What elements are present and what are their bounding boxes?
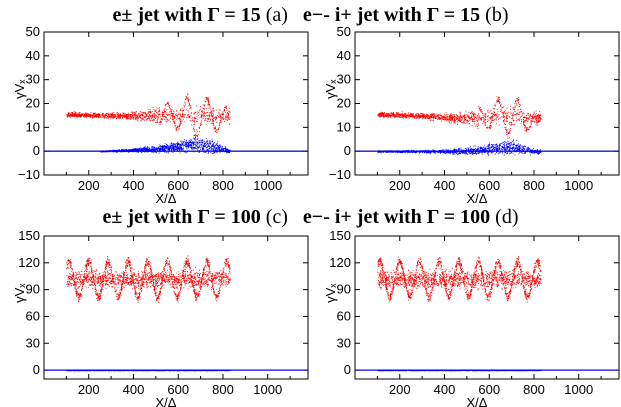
y-tick-label: −10	[329, 167, 351, 182]
x-tick-label: 800	[523, 178, 545, 193]
scatter-points-red	[377, 256, 542, 303]
x-tick-label: 1000	[253, 382, 282, 397]
y-tick-label: 10	[26, 119, 40, 134]
series-red-a	[66, 93, 231, 138]
title-c: e± jet with Γ = 100	[102, 206, 261, 228]
x-tick-label: 800	[523, 382, 545, 397]
x-tick-label: 400	[434, 382, 456, 397]
y-tick-label: 60	[337, 308, 351, 323]
x-tick-label: 600	[478, 178, 500, 193]
x-tick-label: 800	[212, 178, 234, 193]
x-axis-label: X/Δ	[467, 395, 488, 407]
plot-frame-c	[43, 235, 309, 380]
title-a: e± jet with Γ = 15	[112, 4, 261, 26]
y-tick-label: −10	[18, 167, 40, 182]
y-tick-label: 0	[344, 143, 351, 158]
row-title-top: e± jet with Γ = 15 (a) e−- i+ jet with Γ…	[0, 4, 621, 27]
x-tick-label: 600	[167, 178, 189, 193]
x-tick-label: 800	[212, 382, 234, 397]
scatter-points-red	[377, 96, 542, 139]
y-axis-label: γVₓ	[12, 79, 27, 99]
y-tick-label: 30	[337, 72, 351, 87]
y-tick-label: 30	[337, 335, 351, 350]
y-tick-label: 10	[337, 119, 351, 134]
plot-frame-b	[354, 31, 620, 176]
y-axis-label: γVₓ	[12, 283, 27, 303]
series-blue-b	[377, 139, 542, 156]
y-tick-label: 20	[337, 96, 351, 111]
y-tick-label: 120	[18, 255, 40, 270]
x-tick-label: 1000	[564, 382, 593, 397]
series-red-b	[377, 96, 542, 139]
chart-panel-d: 0 30 60 90 120 150 200 400 600 800 1000 X/Δ γVₓ	[323, 228, 620, 407]
y-tick-label: 30	[26, 335, 40, 350]
y-tick-label: 90	[26, 282, 40, 297]
x-tick-label: 200	[389, 178, 411, 193]
panel-tag-b: (b)	[485, 4, 509, 26]
x-axis-label: X/Δ	[467, 191, 488, 206]
scatter-points-blue	[377, 139, 542, 156]
y-tick-label: 50	[26, 24, 40, 39]
plot-frame-a	[43, 31, 309, 176]
x-tick-label: 400	[123, 178, 145, 193]
x-axis-label: X/Δ	[156, 395, 177, 407]
panel-tag-c: (c)	[265, 206, 288, 228]
scatter-points-blue	[100, 135, 231, 154]
x-tick-label: 600	[167, 382, 189, 397]
y-tick-label: 20	[26, 96, 40, 111]
title-d: e−- i+ jet with Γ = 100	[302, 206, 491, 228]
x-axis-label: X/Δ	[156, 191, 177, 206]
y-tick-label: 120	[329, 255, 351, 270]
y-tick-label: 60	[26, 308, 40, 323]
y-tick-label: 30	[26, 72, 40, 87]
x-tick-label: 600	[478, 382, 500, 397]
x-tick-label: 1000	[253, 178, 282, 193]
chart-panel-a: −10 0 10 20 30 40 50 200 400 600 800 1000 X/Δ γVₓ	[12, 24, 309, 206]
y-tick-label: 40	[26, 48, 40, 63]
x-tick-label: 1000	[564, 178, 593, 193]
y-tick-label: 90	[337, 282, 351, 297]
x-tick-label: 400	[434, 178, 456, 193]
x-tick-label: 200	[78, 178, 100, 193]
series-red-c	[66, 255, 231, 303]
scatter-points-red	[66, 93, 231, 138]
x-tick-label: 400	[123, 382, 145, 397]
y-tick-label: 150	[18, 228, 40, 243]
series-blue-a	[100, 135, 231, 154]
plot-frame-d	[354, 235, 620, 380]
row-title-bottom: e± jet with Γ = 100 (c) e−- i+ jet with …	[0, 206, 621, 229]
y-tick-label: 0	[33, 362, 40, 377]
y-axis-label: γVₓ	[323, 79, 338, 99]
title-b: e−- i+ jet with Γ = 15	[302, 4, 481, 26]
y-tick-label: 40	[337, 48, 351, 63]
x-tick-label: 200	[78, 382, 100, 397]
y-tick-label: 50	[337, 24, 351, 39]
panel-tag-d: (d)	[495, 206, 519, 228]
y-tick-label: 0	[33, 143, 40, 158]
y-tick-label: 150	[329, 228, 351, 243]
chart-panel-b: −10 0 10 20 30 40 50 200 400 600 800 1000 X/Δ γVₓ	[323, 24, 620, 206]
y-axis-label: γVₓ	[323, 283, 338, 303]
series-red-d	[377, 256, 542, 303]
chart-panel-c: 0 30 60 90 120 150 200 400 600 800 1000 X/Δ γVₓ	[12, 228, 309, 407]
y-tick-label: 0	[344, 362, 351, 377]
x-tick-label: 200	[389, 382, 411, 397]
panel-tag-a: (a)	[265, 4, 288, 26]
scatter-points-red	[66, 255, 231, 303]
